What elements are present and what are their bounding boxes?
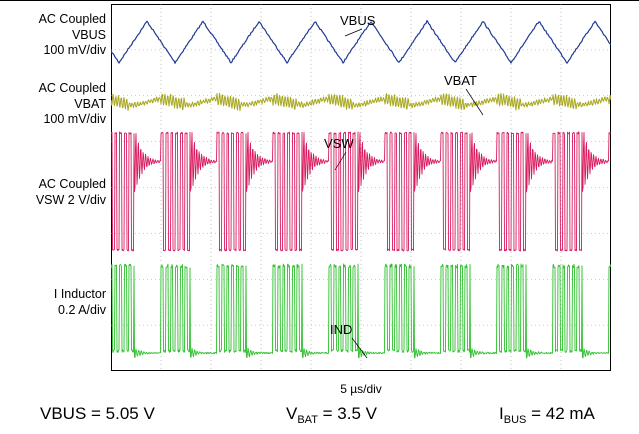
inductor-channel-label: I Inductor 0.2 A/div xyxy=(53,287,106,317)
trace-inductor xyxy=(111,263,611,359)
tag-vsw: VSW xyxy=(324,136,354,151)
trace-vsw xyxy=(111,131,611,252)
vbat-condition: VBAT = 3.5 V xyxy=(286,404,377,426)
tag-leader-line xyxy=(344,28,363,37)
tag-leader-line xyxy=(334,151,347,171)
vsw-channel-label: AC Coupled VSW 2 V/div xyxy=(35,177,106,207)
oscilloscope-plot: VBUS VBAT VSW IND xyxy=(111,4,611,371)
vbus-channel-label: AC Coupled VBUS 100 mV/div xyxy=(38,12,106,57)
trace-tags: VBUS VBAT VSW IND xyxy=(324,13,484,359)
tag-ind: IND xyxy=(330,322,352,337)
vbat-channel-label: AC Coupled VBAT 100 mV/div xyxy=(38,81,106,126)
tag-leader-line xyxy=(351,337,368,359)
trace-vbat xyxy=(111,92,611,112)
vbus-condition: VBUS = 5.05 V xyxy=(40,404,155,423)
top-rule xyxy=(0,0,639,1)
plot-traces xyxy=(111,20,611,359)
trace-vbus xyxy=(111,20,611,64)
x-scale-label: 5 µs/div xyxy=(340,382,382,396)
tag-vbus: VBUS xyxy=(340,13,376,28)
tag-leader-line xyxy=(465,88,484,116)
tag-vbat: VBAT xyxy=(444,73,477,88)
ibus-condition: IBUS = 42 mA xyxy=(499,404,595,426)
